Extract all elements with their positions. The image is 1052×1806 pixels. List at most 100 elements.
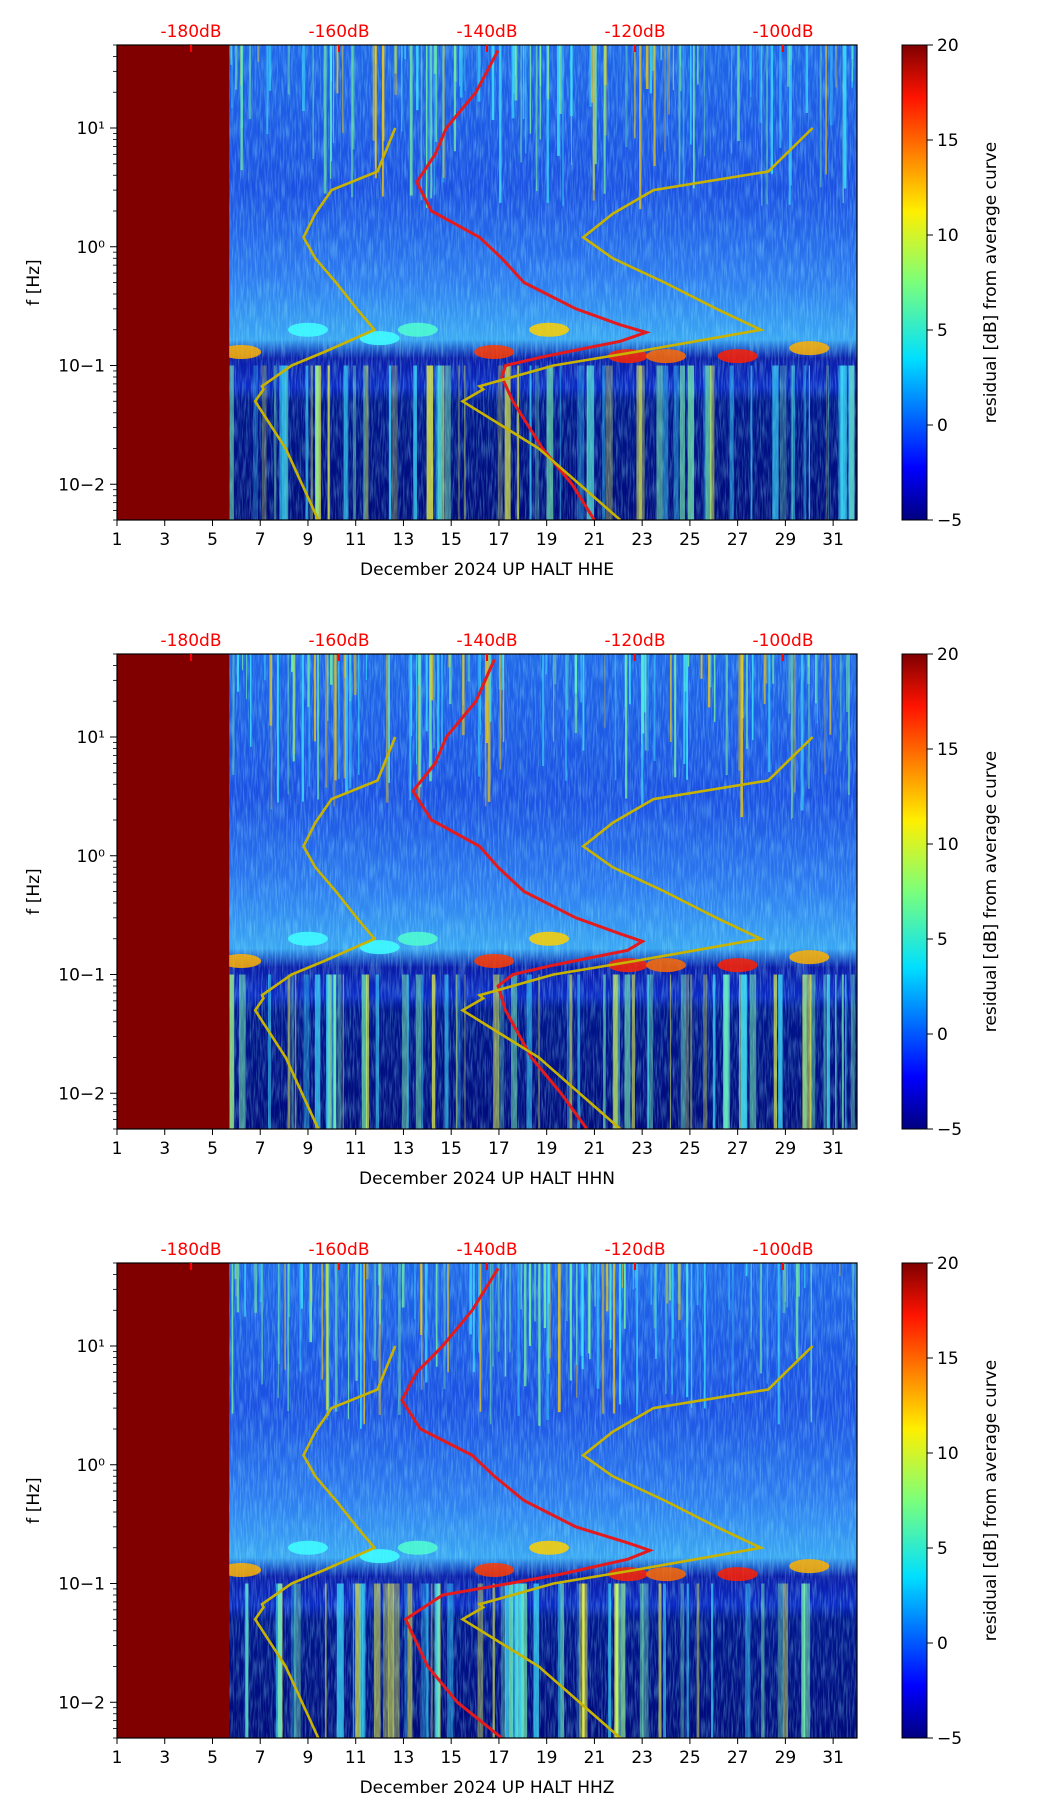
microseism-blob: [359, 940, 400, 955]
y-tick-label: 10¹: [77, 119, 105, 139]
x-tick-label: 27: [727, 530, 749, 550]
x-tick-label: 17: [488, 530, 510, 550]
colorbar-tick-label: −5: [937, 1729, 962, 1749]
spectrogram-plot: [117, 654, 857, 1129]
top-db-label: -160dB: [308, 631, 369, 651]
top-db-label: -160dB: [308, 22, 369, 42]
x-tick-label: 7: [255, 530, 266, 550]
x-tick-label: 31: [822, 1139, 844, 1159]
y-tick-label: 10−1: [58, 1575, 105, 1595]
microseism-blob: [529, 1540, 570, 1555]
colorbar-tick-label: −5: [937, 511, 962, 531]
top-db-label: -120dB: [604, 1240, 665, 1260]
gold-model-curve-low: [253, 1345, 397, 1738]
gold-model-curve-high: [460, 1345, 814, 1738]
spectrogram-plot: [117, 45, 857, 520]
x-tick-label: 1: [112, 530, 123, 550]
y-axis-label: f [Hz]: [24, 1477, 44, 1523]
top-db-label: -180dB: [160, 1240, 221, 1260]
y-axis-label: f [Hz]: [24, 259, 44, 305]
microseism-blob: [529, 931, 570, 946]
x-tick-label: 19: [536, 1748, 558, 1768]
microseism-blob: [789, 1559, 830, 1574]
x-tick-label: 29: [775, 1139, 797, 1159]
colorbar-gradient: [901, 653, 928, 1130]
spectrogram-streaks: [228, 654, 855, 1129]
x-tick-label: 29: [775, 1748, 797, 1768]
x-tick-label: 27: [727, 1139, 749, 1159]
microseism-blob: [287, 1540, 328, 1555]
x-tick-label: 15: [440, 1139, 462, 1159]
colorbar-gradient: [901, 1262, 928, 1739]
x-tick-label: 19: [536, 1139, 558, 1159]
gold-model-curve-high: [460, 127, 814, 520]
microseism-blob: [221, 1562, 262, 1577]
masked-region: [117, 1263, 230, 1738]
x-tick-label: 25: [679, 1139, 701, 1159]
y-axis: 10−2 10−1 10⁰ 10¹ f [Hz]: [24, 1262, 117, 1739]
y-tick-label: 10⁰: [77, 238, 106, 258]
colorbar-tick-label: 10: [937, 835, 959, 855]
microseism-blob: [474, 1562, 515, 1577]
x-tick-label: 9: [303, 1139, 314, 1159]
top-db-label: -100dB: [752, 1240, 813, 1260]
microseism-blob: [646, 1567, 687, 1582]
colorbar-tick-label: 20: [937, 645, 959, 665]
microseism-blob: [397, 931, 438, 946]
microseism-blob: [717, 1567, 758, 1582]
x-tick-label: 17: [488, 1139, 510, 1159]
top-db-label: -120dB: [604, 22, 665, 42]
red-noise-curve: [411, 658, 646, 1129]
y-tick-label: 10−2: [58, 1693, 105, 1713]
top-db-axis: -180dB -160dB -140dB -120dB -100dB: [160, 1240, 814, 1270]
colorbar-tick-label: 5: [937, 1539, 948, 1559]
microseism-blob: [397, 322, 438, 337]
microseism-blob: [221, 953, 262, 968]
x-tick-label: 31: [822, 530, 844, 550]
top-db-label: -120dB: [604, 631, 665, 651]
microseism-blob: [359, 1549, 400, 1564]
microseism-blob: [717, 349, 758, 364]
microseism-blob: [287, 322, 328, 337]
x-tick-label: 31: [822, 1748, 844, 1768]
colorbar: 20 15 10 5 0 −5 residual [dB] from average cur…: [901, 1254, 1001, 1749]
x-tick-label: 13: [393, 1139, 415, 1159]
microseism-blob: [474, 344, 515, 359]
x-tick-label: 11: [345, 1748, 367, 1768]
y-tick-label: 10−1: [58, 357, 105, 377]
y-tick-label: 10−2: [58, 1084, 105, 1104]
colorbar-tick-label: 20: [937, 1254, 959, 1274]
microseism-blob: [529, 322, 570, 337]
top-db-label: -140dB: [456, 22, 517, 42]
top-db-label: -160dB: [308, 1240, 369, 1260]
y-axis: 10−2 10−1 10⁰ 10¹ f [Hz]: [24, 44, 117, 521]
x-tick-label: 15: [440, 1748, 462, 1768]
top-db-label: -180dB: [160, 631, 221, 651]
x-axis-label: December 2024 UP HALT HHZ: [360, 1778, 615, 1798]
x-tick-label: 21: [584, 1748, 606, 1768]
x-tick-label: 5: [207, 530, 218, 550]
microseism-blob: [221, 344, 262, 359]
microseism-blob: [397, 1540, 438, 1555]
y-tick-label: 10¹: [77, 728, 105, 748]
x-tick-label: 25: [679, 530, 701, 550]
x-tick-label: 7: [255, 1139, 266, 1159]
microseism-blob: [717, 958, 758, 973]
y-tick-label: 10⁰: [77, 847, 106, 867]
colorbar-tick-label: 10: [937, 1444, 959, 1464]
colorbar-tick-label: 20: [937, 36, 959, 56]
microseism-blob: [789, 341, 830, 356]
y-axis: 10−2 10−1 10⁰ 10¹ f [Hz]: [24, 653, 117, 1130]
colorbar-label: residual [dB] from average curve: [981, 142, 1001, 423]
x-tick-label: 19: [536, 530, 558, 550]
top-db-axis: -180dB -160dB -140dB -120dB -100dB: [160, 22, 814, 52]
spectrogram-texture: [117, 1263, 857, 1738]
colorbar-gradient: [901, 44, 928, 521]
colorbar-tick-label: 10: [937, 226, 959, 246]
